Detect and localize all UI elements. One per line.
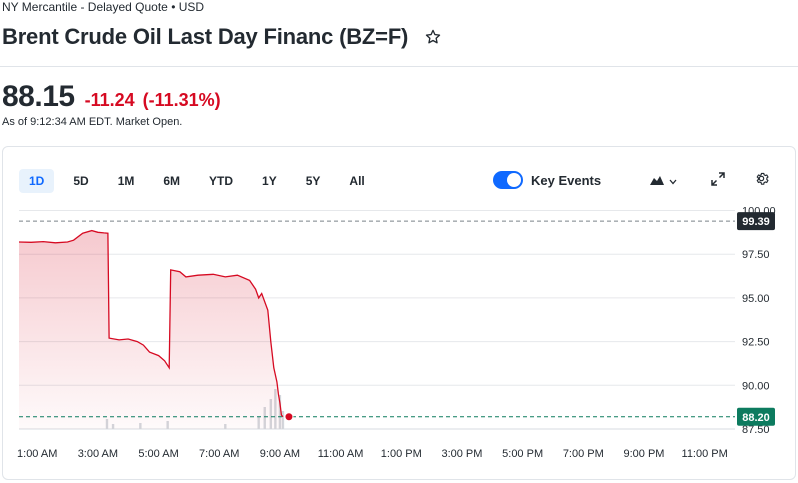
current-price-dot [284,412,294,422]
settings-button[interactable] [749,169,773,193]
range-tab-1m[interactable]: 1M [117,174,135,188]
volume-bar [281,411,285,429]
y-tick-label: 90.00 [742,380,770,392]
price-change-percent: (-11.31%) [142,90,221,110]
x-tick-label: 5:00 AM [138,448,178,460]
fullscreen-button[interactable] [706,169,730,193]
x-tick-label: 1:00 PM [381,448,422,460]
x-tick-label: 11:00 PM [682,448,728,460]
previous-close-label: 99.39 [742,216,770,228]
x-tick-label: 3:00 PM [441,448,482,460]
chart-type-button[interactable] [647,169,679,193]
x-tick-label: 9:00 PM [623,448,664,460]
toggle-knob [507,173,521,187]
quote-row: 88.15 -11.24 (-11.31%) [2,80,221,114]
exchange-line: NY Mercantile - Delayed Quote • USD [2,0,205,14]
range-tab-1d[interactable]: 1D [19,169,55,193]
y-tick-label: 95.00 [742,293,770,305]
price-area [19,230,283,429]
y-tick-label: 87.50 [742,424,770,436]
current-price-pill [737,407,775,426]
as-of-timestamp: As of 9:12:34 AM EDT. Market Open. [2,116,183,128]
key-events-label: Key Events [531,172,602,188]
chevron-down-icon [669,172,677,190]
range-tab-ytd[interactable]: YTD [209,174,234,188]
range-tab-5d[interactable]: 5D [73,174,89,188]
x-tick-label: 3:00 AM [78,448,118,460]
mountain-chart-icon [649,172,664,190]
range-tab-6m[interactable]: 6M [163,174,181,188]
x-tick-label: 11:00 AM [318,448,364,460]
range-tab-all[interactable]: All [349,174,365,188]
current-price-label: 88.20 [742,412,770,424]
y-tick-label: 97.50 [742,249,770,261]
expand-icon [711,171,725,191]
header-divider [0,66,798,67]
x-tick-label: 7:00 PM [563,448,604,460]
previous-close-pill [737,212,775,231]
x-tick-label: 7:00 AM [199,448,239,460]
x-tick-label: 5:00 PM [502,448,543,460]
page-title: Brent Crude Oil Last Day Financ (BZ=F) [2,24,409,49]
range-tab-5y[interactable]: 5Y [305,174,321,188]
price-change: -11.24 [84,90,135,110]
key-events-toggle[interactable] [493,171,523,189]
chart-card: 1D 5D 1M 6M YTD 1Y 5Y All Key Events [2,146,796,480]
gear-icon [754,171,769,191]
x-tick-label: 9:00 AM [260,448,300,460]
title-row: Brent Crude Oil Last Day Financ (BZ=F) [2,24,442,50]
range-tab-1y[interactable]: 1Y [262,174,277,188]
price-line [18,229,284,418]
x-tick-label: 1:00 AM [17,448,57,460]
range-tabs: 1D 5D 1M 6M YTD 1Y 5Y All [19,169,384,193]
key-events: Key Events [493,171,601,189]
current-price: 88.15 [2,80,75,113]
star-icon[interactable] [424,28,442,46]
y-tick-label: 92.50 [742,337,770,349]
